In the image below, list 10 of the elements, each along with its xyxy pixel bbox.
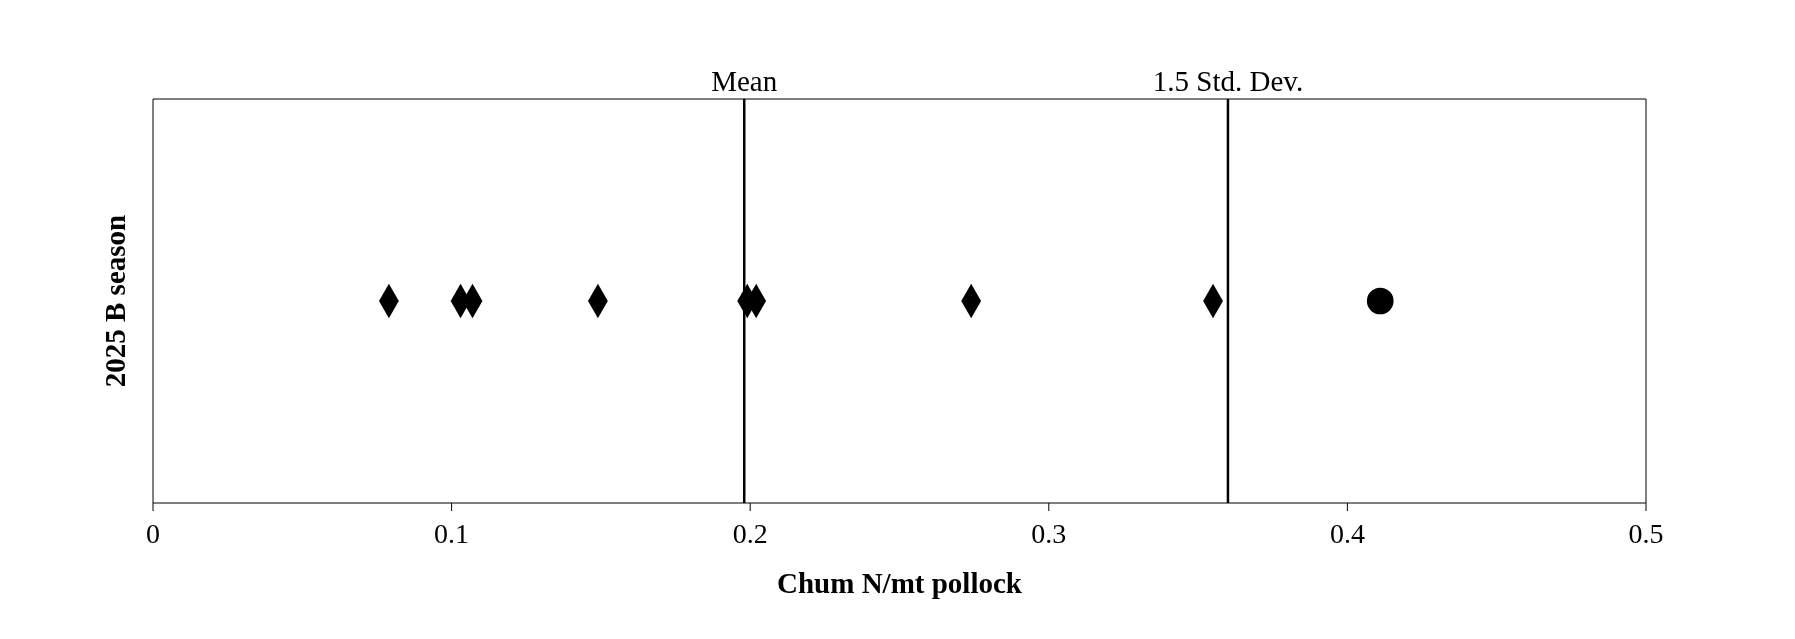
x-tick-label: 0.2 — [732, 517, 768, 549]
ref-line-label: Mean — [711, 65, 778, 97]
x-axis-title: Chum N/mt pollock — [777, 567, 1023, 599]
y-tick-label: 2025 B season — [99, 214, 131, 388]
x-tick-label: 0.4 — [1329, 517, 1365, 549]
x-tick-label: 0.3 — [1031, 517, 1067, 549]
ref-line-label: 1.5 Std. Dev. — [1152, 65, 1304, 97]
x-tick-label: 0.5 — [1628, 517, 1664, 549]
x-tick-label: 0 — [146, 517, 160, 549]
x-tick-label: 0.1 — [434, 517, 470, 549]
